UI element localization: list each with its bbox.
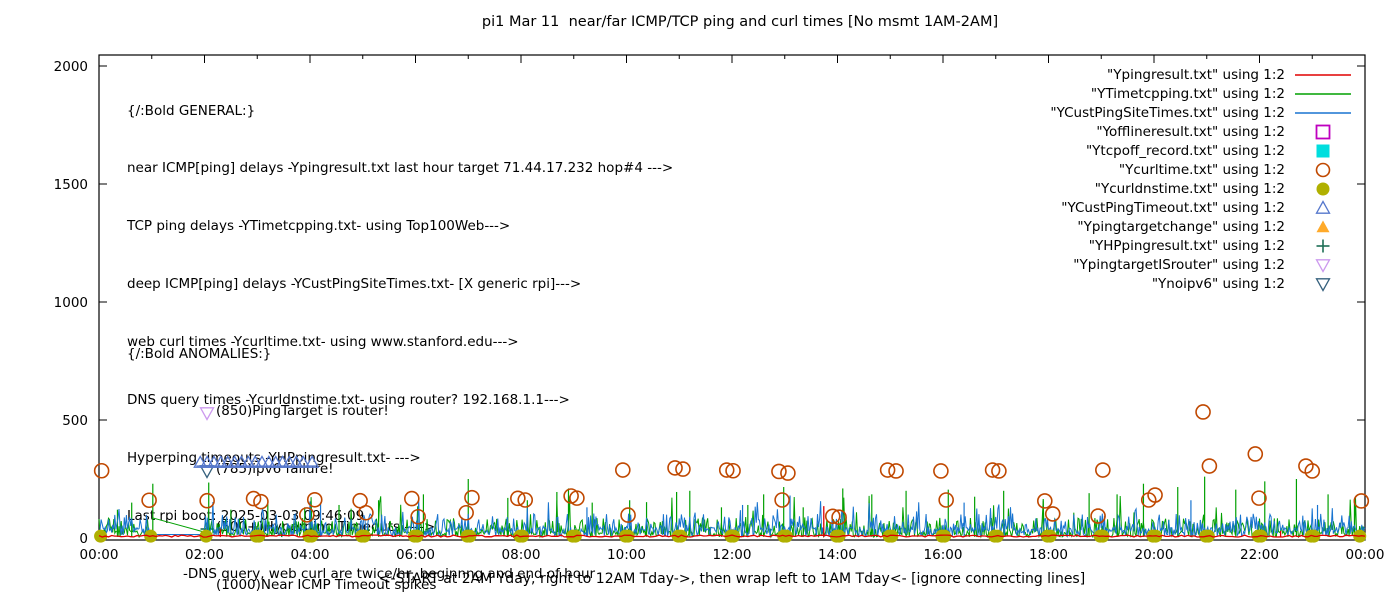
x-tick-label: 12:00 xyxy=(713,547,752,563)
legend-label: "Ypingtargetchange" using 1:2 xyxy=(1077,218,1285,235)
legend-label: "YpingtargetISrouter" using 1:2 xyxy=(1073,256,1285,273)
legend: "Ypingresult.txt" using 1:2 "YTimetcppin… xyxy=(1050,65,1352,293)
legend-item: "YCustPingTimeout.txt" using 1:2 xyxy=(1050,198,1352,217)
x-tick-label: 00:00 xyxy=(80,547,119,563)
filled-triangle-up-sample-icon xyxy=(1294,219,1352,235)
legend-label: "Ycurldnstime.txt" using 1:2 xyxy=(1094,180,1285,197)
anomalies-header: {/:Bold ANOMALIES:} xyxy=(127,345,272,362)
green-line-sample-icon xyxy=(1294,86,1352,102)
anomaly-text: (785)ipv6 failure! xyxy=(216,461,334,478)
legend-label: "Ypingresult.txt" using 1:2 xyxy=(1107,66,1285,83)
legend-item: "YCustPingSiteTimes.txt" using 1:2 xyxy=(1050,103,1352,122)
legend-label: "YTimetcpping.txt" using 1:2 xyxy=(1090,85,1285,102)
open-triangle-down-sample-icon xyxy=(1294,257,1352,273)
general-line: {/:Bold GENERAL:} xyxy=(127,102,256,119)
ipv6-failure-marker-icon xyxy=(199,463,216,479)
legend-label: "YHPpingresult.txt" using 1:2 xyxy=(1088,237,1285,254)
legend-item: "YTimetcpping.txt" using 1:2 xyxy=(1050,84,1352,103)
x-tick-label: 22:00 xyxy=(1240,547,1279,563)
blue-line-sample-icon xyxy=(1294,105,1352,121)
legend-label: "Ycurltime.txt" using 1:2 xyxy=(1118,161,1285,178)
red-line-sample-icon xyxy=(1294,67,1352,83)
legend-item: "Yofflineresult.txt" using 1:2 xyxy=(1050,122,1352,141)
legend-label: "YCustPingSiteTimes.txt" using 1:2 xyxy=(1050,104,1285,121)
legend-item: "Ytcpoff_record.txt" using 1:2 xyxy=(1050,141,1352,160)
general-line: near ICMP[ping] delays -Ypingresult.txt … xyxy=(127,160,674,177)
y-tick-label: 2000 xyxy=(54,59,88,75)
legend-item: "Ypingtargetchange" using 1:2 xyxy=(1050,217,1352,236)
legend-label: "Ynoipv6" using 1:2 xyxy=(1151,275,1285,292)
open-circle-sample-icon xyxy=(1294,162,1352,178)
legend-item: "Ynoipv6" using 1:2 xyxy=(1050,274,1352,293)
anomaly-row: (1000)Near ICMP Timeout spikes xyxy=(127,576,436,595)
filled-square-sample-icon xyxy=(1294,143,1352,159)
legend-label: "YCustPingTimeout.txt" using 1:2 xyxy=(1061,199,1285,216)
plus-sample-icon xyxy=(1294,238,1352,254)
open-square-sample-icon xyxy=(1294,124,1352,140)
open-triangle-up-sample-icon xyxy=(1294,199,1352,216)
legend-label: "Ytcpoff_record.txt" using 1:2 xyxy=(1085,142,1285,159)
general-line: TCP ping delays -YTimetcpping.txt- using… xyxy=(127,218,511,235)
legend-item: "Ycurltime.txt" using 1:2 xyxy=(1050,160,1352,179)
pingtarget-is-router-marker-icon xyxy=(199,405,216,421)
legend-item: "Ycurldnstime.txt" using 1:2 xyxy=(1050,179,1352,198)
hyperping-timeouts-marker-icon xyxy=(199,521,216,537)
x-axis-label: <-START at 2AM Yday, right to 12AM Tday-… xyxy=(378,571,1086,587)
y-tick-label: 0 xyxy=(79,531,88,547)
filled-circle-sample-icon xyxy=(1294,181,1352,197)
x-tick-label: 16:00 xyxy=(924,547,963,563)
x-tick-label: 00:00 xyxy=(1346,547,1385,563)
y-tick-label: 500 xyxy=(62,413,88,429)
x-tick-label: 20:00 xyxy=(1135,547,1174,563)
anomaly-row: (500+)Hyperping Timeouts ----> xyxy=(127,518,436,537)
anomaly-text: (1000)Near ICMP Timeout spikes xyxy=(216,577,437,594)
y-tick-label: 1000 xyxy=(54,295,88,311)
legend-item: "Ypingresult.txt" using 1:2 xyxy=(1050,65,1352,84)
anomaly-row: (850)PingTarget is router! xyxy=(127,402,436,421)
chart-title: pi1 Mar 11 near/far ICMP/TCP ping and cu… xyxy=(481,14,999,30)
anomaly-text: (850)PingTarget is router! xyxy=(216,403,389,420)
anomaly-row: (785)ipv6 failure! xyxy=(127,460,436,479)
x-tick-label: 18:00 xyxy=(1029,547,1068,563)
no-marker xyxy=(199,579,216,595)
x-tick-label: 14:00 xyxy=(818,547,857,563)
anomalies-annotation-block: {/:Bold ANOMALIES:} (850)PingTarget is r… xyxy=(127,306,436,600)
legend-item: "YpingtargetISrouter" using 1:2 xyxy=(1050,255,1352,274)
legend-label: "Yofflineresult.txt" using 1:2 xyxy=(1096,123,1285,140)
general-line: -DNS query, web curl are twice/hr, begin… xyxy=(183,565,596,582)
legend-item: "YHPpingresult.txt" using 1:2 xyxy=(1050,236,1352,255)
general-line: deep ICMP[ping] delays -YCustPingSiteTim… xyxy=(127,276,582,293)
anomaly-text: (500+)Hyperping Timeouts ----> xyxy=(216,519,436,536)
open-triangle-down-sample-icon xyxy=(1294,276,1352,292)
y-tick-label: 1500 xyxy=(54,177,88,193)
